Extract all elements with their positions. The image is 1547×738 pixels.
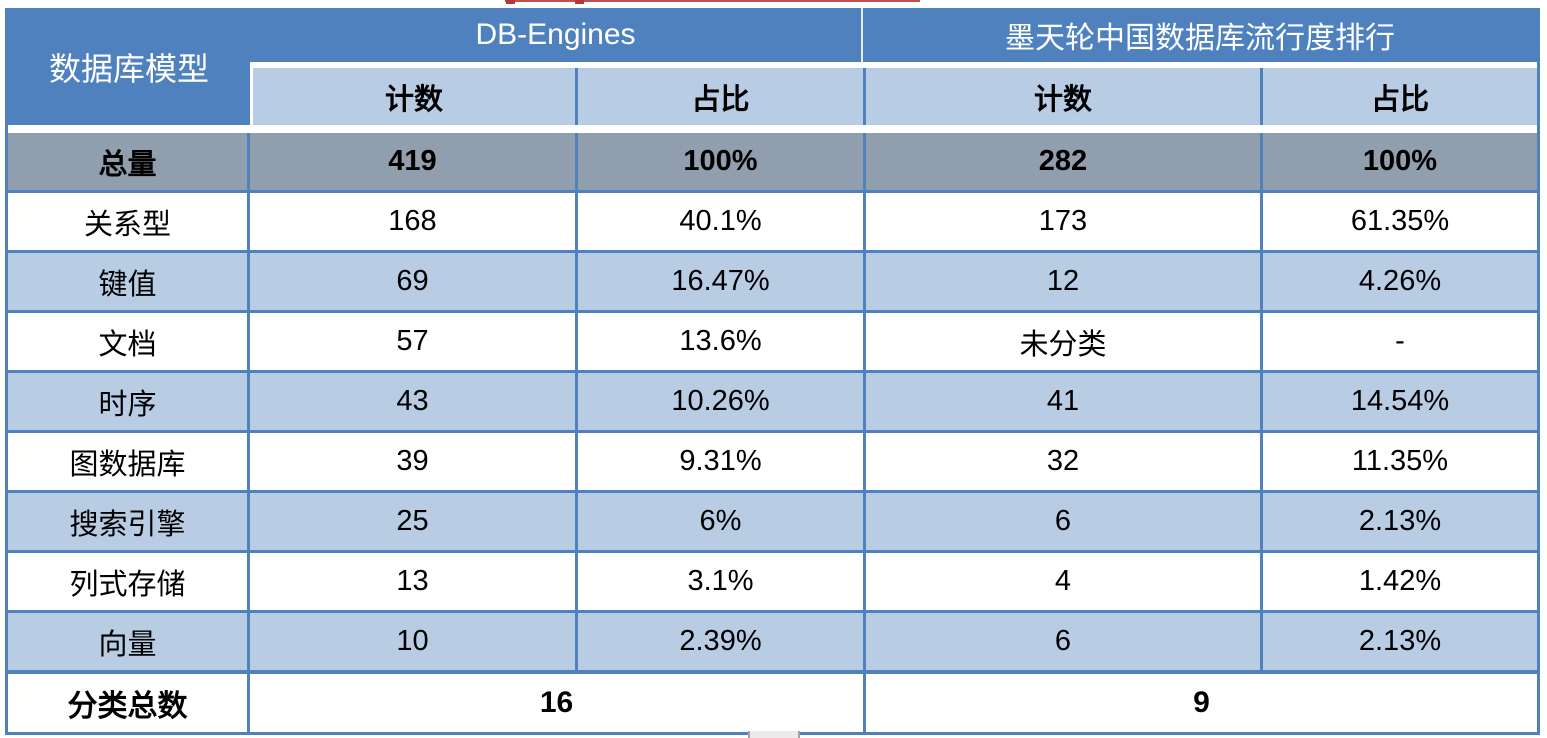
scrollbar-fragment[interactable] [748, 731, 800, 738]
cell-value: 2.13% [1358, 625, 1442, 657]
sub-header-count-modb: 计数 [866, 68, 1263, 125]
group-header-db-engines: DB-Engines [250, 8, 863, 62]
table-row: 关系型 168 40.1% 173 61.35% [8, 193, 1537, 250]
cutoff-red-text-fragment [505, 0, 920, 2]
cutoff-red-text-fragment [506, 0, 515, 4]
row-label: 搜索引擎 [8, 493, 250, 550]
cell-value: 4.26% [1358, 265, 1442, 297]
cell-value: 100% [1362, 145, 1438, 177]
cell-value: 40.1% [578, 193, 866, 250]
group-header-row: DB-Engines 墨天轮中国数据库流行度排行 [250, 8, 1537, 62]
header-body-divider [8, 125, 1537, 133]
cell-value: 282 [866, 133, 1263, 190]
row-label: 总量 [8, 133, 250, 190]
cell-value: - [1395, 325, 1405, 357]
table-row: 文档 57 13.6% 未分类 - [8, 313, 1537, 370]
row-divider [8, 490, 1537, 493]
table-row-total: 总量 419 100% 282 100% [8, 133, 1537, 190]
cell-value: 2.39% [578, 613, 866, 670]
cell-value: 100% [578, 133, 866, 190]
cell-value: 39 [250, 433, 578, 490]
cell-value: 16.47% [578, 253, 866, 310]
database-model-comparison-table: 数据库模型 DB-Engines 墨天轮中国数据库流行度排行 计数 占比 计数 … [5, 8, 1540, 735]
row-label: 向量 [8, 613, 250, 670]
cell-value: 6 [866, 613, 1263, 670]
cell-value: 69 [250, 253, 578, 310]
cell-value: 14.54% [1350, 385, 1450, 417]
row-divider [8, 550, 1537, 553]
group-header-modb-ranking: 墨天轮中国数据库流行度排行 [1005, 22, 1395, 55]
footer-db-engines-total: 16 [250, 674, 866, 732]
cell-value: 13.6% [578, 313, 866, 370]
row-label: 时序 [8, 373, 250, 430]
footer-label: 分类总数 [8, 674, 250, 732]
cell-value: 未分类 [866, 313, 1263, 370]
row-label: 关系型 [8, 193, 250, 250]
cell-value: 10.26% [578, 373, 866, 430]
table-row: 向量 10 2.39% 6 2.13% [8, 613, 1537, 670]
row-divider [8, 250, 1537, 253]
cell-value: 3.1% [578, 553, 866, 610]
row-divider [8, 370, 1537, 373]
row-divider [8, 310, 1537, 313]
corner-header-database-model: 数据库模型 [8, 8, 250, 125]
row-label: 图数据库 [8, 433, 250, 490]
cell-value: 2.13% [1358, 505, 1442, 537]
header-divider [250, 62, 1537, 68]
sub-header-count-db: 计数 [250, 68, 578, 125]
cell-value: 1.42% [1358, 565, 1442, 597]
table-footer-row: 分类总数 16 9 [8, 674, 1537, 732]
cutoff-red-text-fragment [575, 0, 584, 4]
row-label: 文档 [8, 313, 250, 370]
table-header: 数据库模型 DB-Engines 墨天轮中国数据库流行度排行 计数 占比 计数 … [8, 8, 1537, 125]
cell-value: 32 [866, 433, 1263, 490]
cell-value: 4 [866, 553, 1263, 610]
cell-value: 25 [250, 493, 578, 550]
row-divider [8, 670, 1537, 674]
sub-header-pct-modb: 占比 [1370, 83, 1429, 116]
cell-value: 9.31% [578, 433, 866, 490]
header-right-block: DB-Engines 墨天轮中国数据库流行度排行 计数 占比 计数 占比 [250, 8, 1537, 125]
cell-value: 419 [250, 133, 578, 190]
row-label: 键值 [8, 253, 250, 310]
table-row: 时序 43 10.26% 41 14.54% [8, 373, 1537, 430]
cell-value: 41 [866, 373, 1263, 430]
cell-value: 61.35% [1350, 205, 1450, 237]
table-row: 搜索引擎 25 6% 6 2.13% [8, 493, 1537, 550]
cell-value: 168 [250, 193, 578, 250]
row-divider [8, 190, 1537, 193]
row-label: 列式存储 [8, 553, 250, 610]
cell-value: 43 [250, 373, 578, 430]
sub-header-pct-db: 占比 [578, 68, 866, 125]
sub-header-row: 计数 占比 计数 占比 [250, 68, 1537, 125]
footer-modb-total: 9 [1193, 686, 1210, 719]
row-divider [8, 610, 1537, 613]
table-row: 列式存储 13 3.1% 4 1.42% [8, 553, 1537, 610]
cell-value: 6% [578, 493, 866, 550]
cell-value: 173 [866, 193, 1263, 250]
cell-value: 10 [250, 613, 578, 670]
cell-value: 11.35% [1351, 445, 1449, 477]
cell-value: 13 [250, 553, 578, 610]
cell-value: 6 [866, 493, 1263, 550]
cell-value: 12 [866, 253, 1263, 310]
row-divider [8, 430, 1537, 433]
cell-value: 57 [250, 313, 578, 370]
table-row: 键值 69 16.47% 12 4.26% [8, 253, 1537, 310]
table-row: 图数据库 39 9.31% 32 11.35% [8, 433, 1537, 490]
